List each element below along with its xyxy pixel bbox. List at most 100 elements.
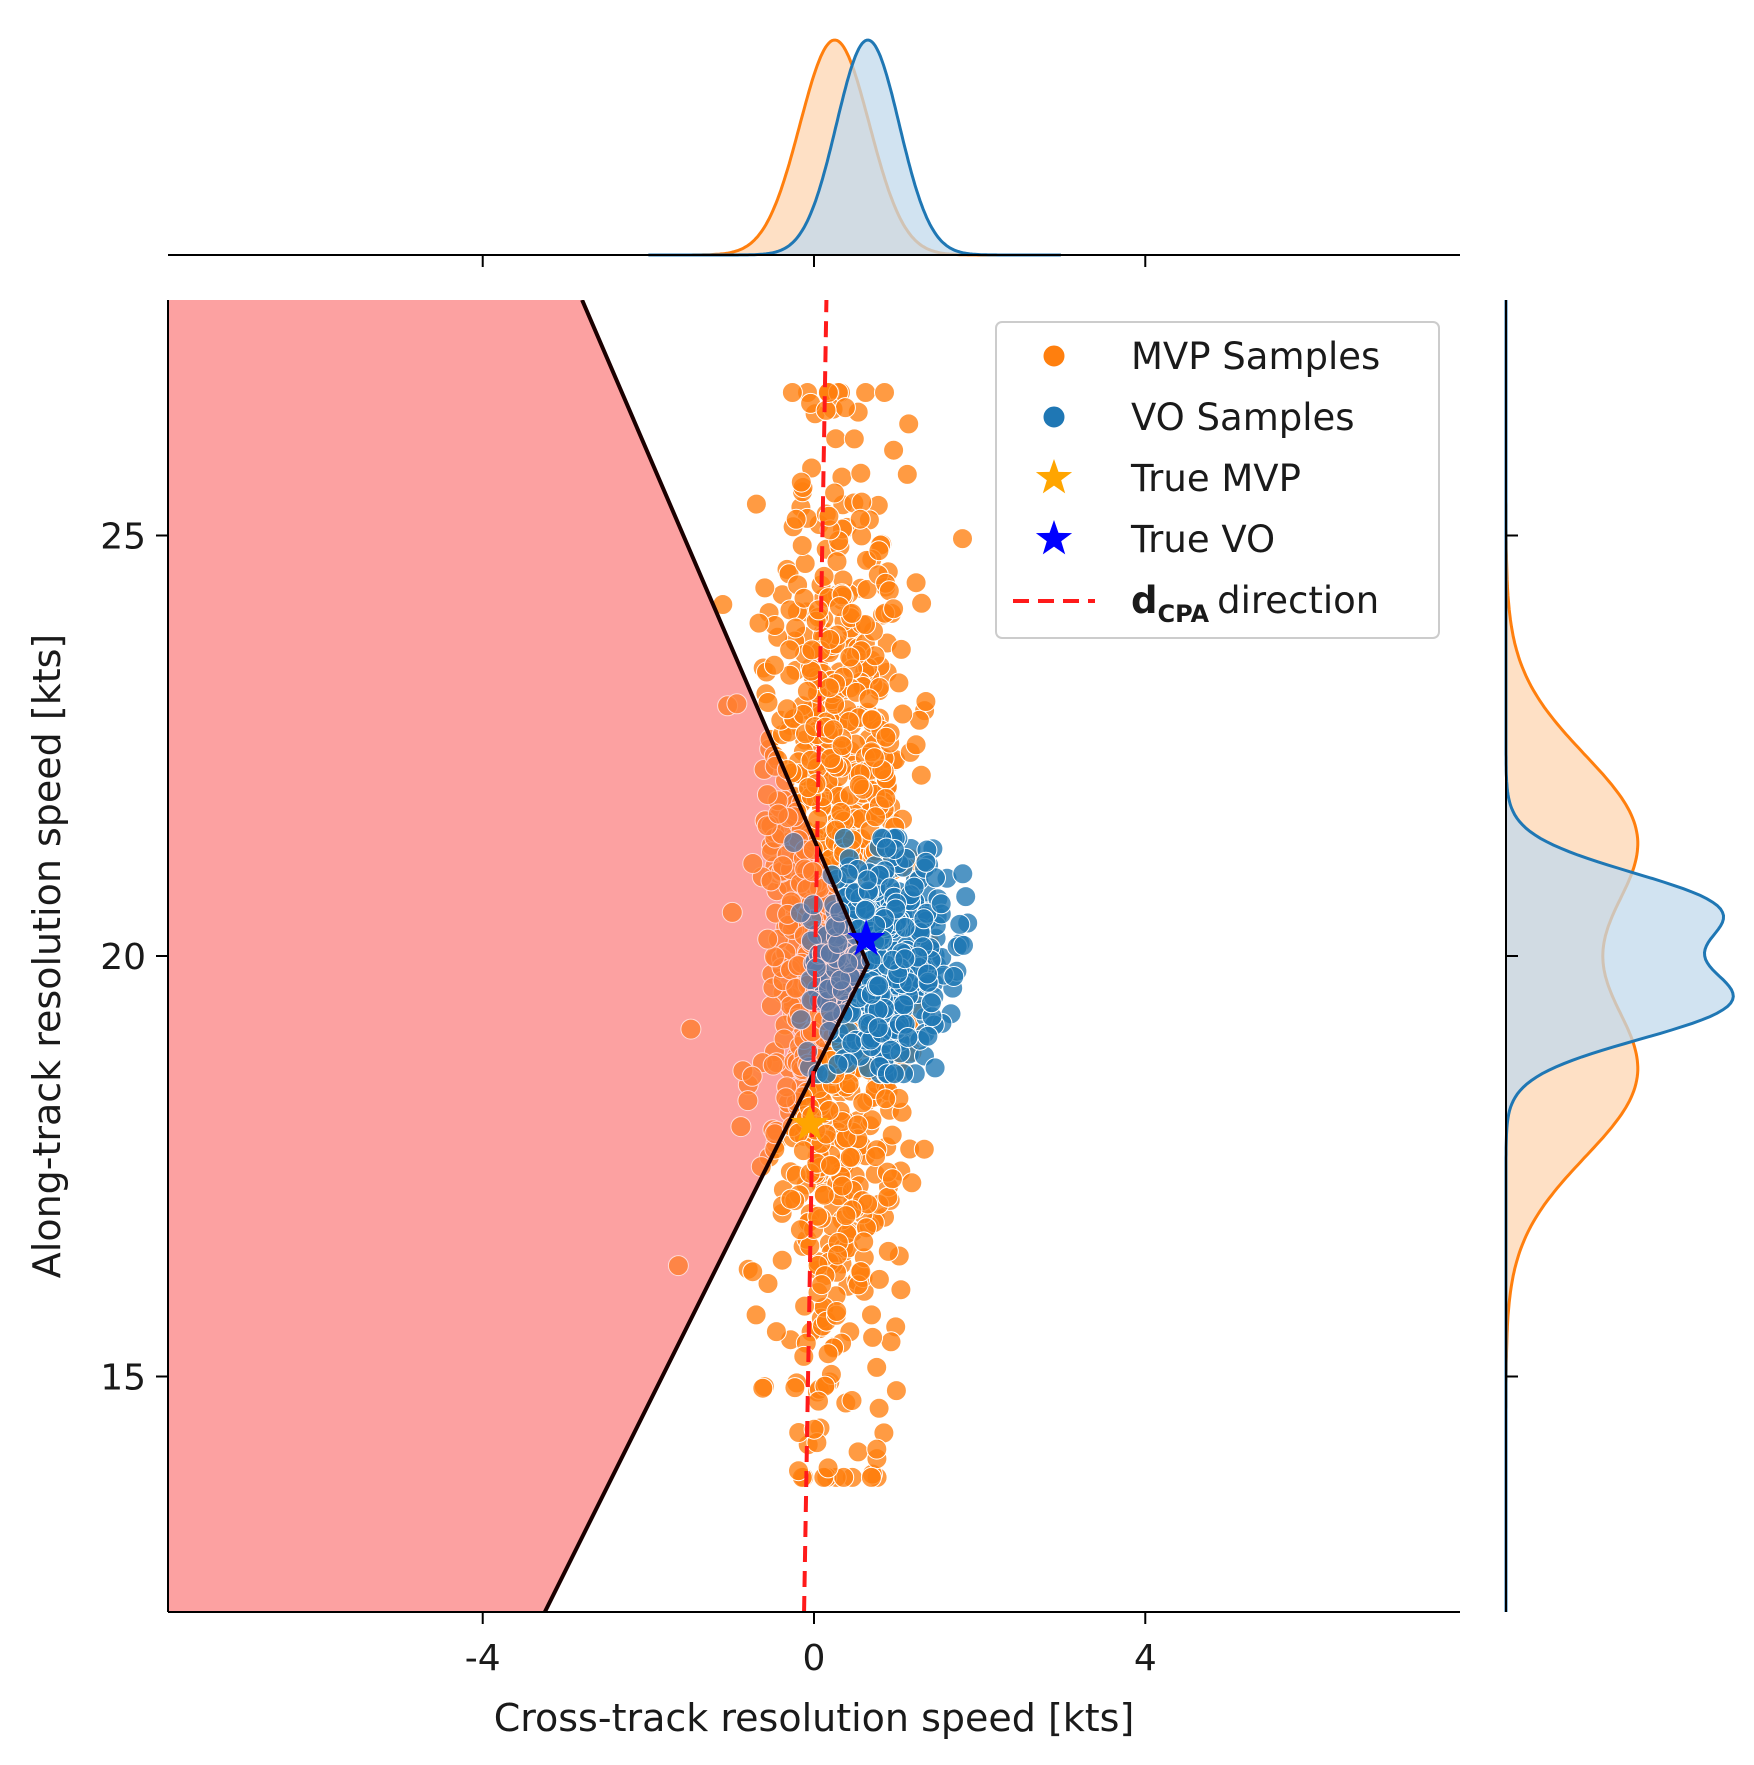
mvp-sample-point xyxy=(830,801,852,823)
mvp-sample-point xyxy=(831,735,853,757)
mvp-sample-point xyxy=(865,806,886,828)
mvp-sample-point xyxy=(813,1184,835,1206)
vo-sample-point xyxy=(897,1027,919,1048)
mvp-sample-point xyxy=(801,457,823,479)
main-scatter-panel: -4 0 4 15 20 25 xyxy=(100,300,1460,1679)
mvp-sample-point xyxy=(819,629,841,650)
vo-sample-point xyxy=(894,916,916,938)
vo-sample-point xyxy=(875,837,897,859)
legend-true-vo-marker xyxy=(1035,520,1073,555)
mvp-sample-point xyxy=(847,1441,869,1463)
mvp-sample-point xyxy=(883,598,905,620)
mvp-sample-point xyxy=(790,471,812,493)
mvp-sample-point xyxy=(779,664,801,686)
mvp-sample-point xyxy=(852,1092,874,1114)
mvp-sample-point xyxy=(757,692,779,713)
top-kde-vo-fill xyxy=(648,40,1061,255)
mvp-sample-point xyxy=(742,1261,764,1283)
vo-sample-point xyxy=(920,992,942,1014)
mvp-sample-point xyxy=(757,928,779,950)
mvp-sample-point xyxy=(817,1457,839,1479)
mvp-sample-point xyxy=(762,1054,784,1076)
mvp-sample-point xyxy=(726,693,748,715)
mvp-sample-point xyxy=(721,901,743,923)
y-axis-label: Along-track resolution speed [kts] xyxy=(25,634,69,1278)
mvp-sample-point xyxy=(831,1175,853,1197)
x-tick-label: 4 xyxy=(1134,1638,1157,1679)
vo-sample-point xyxy=(820,1001,841,1022)
true-vo-star xyxy=(847,919,886,956)
vo-sample-point xyxy=(883,1063,905,1085)
x-tick-label: -4 xyxy=(465,1638,501,1679)
conflict-region-overlay xyxy=(168,300,868,1612)
mvp-sample-point xyxy=(911,592,933,614)
legend-vo-samples-marker xyxy=(1042,405,1066,429)
mvp-sample-point xyxy=(850,462,872,484)
mvp-sample-point xyxy=(818,677,840,699)
mvp-sample-point xyxy=(824,482,846,504)
y-tick-label: 20 xyxy=(100,937,146,978)
right-marginal-kde xyxy=(1504,300,1735,1612)
mvp-sample-point xyxy=(797,777,819,799)
mvp-sample-point xyxy=(883,439,905,461)
mvp-sample-point xyxy=(910,764,932,786)
mvp-sample-point xyxy=(748,612,770,634)
vo-sample-point xyxy=(943,966,965,987)
mvp-sample-point xyxy=(822,719,844,741)
mvp-sample-point xyxy=(896,463,918,485)
mvp-sample-point xyxy=(785,508,807,530)
mvp-sample-point xyxy=(760,870,782,892)
mvp-sample-point xyxy=(874,382,895,403)
mvp-sample-point xyxy=(890,638,912,660)
legend-mvp-samples-marker xyxy=(1042,344,1066,368)
legend-vo-samples-label: VO Samples xyxy=(1131,396,1355,439)
mvp-sample-point xyxy=(905,572,927,594)
vo-sample-point xyxy=(868,975,890,997)
mvp-sample-point xyxy=(856,579,878,600)
mvp-sample-point xyxy=(742,853,764,874)
mvp-sample-point xyxy=(756,784,778,806)
mvp-sample-point xyxy=(849,508,871,530)
mvp-sample-point xyxy=(841,1390,863,1411)
mvp-sample-point xyxy=(855,614,876,636)
mvp-sample-point xyxy=(880,1331,902,1353)
mvp-sample-point xyxy=(791,535,813,556)
mvp-sample-point xyxy=(881,1168,903,1190)
mvp-sample-point xyxy=(866,1356,888,1378)
vo-sample-point xyxy=(894,948,916,970)
legend-frame xyxy=(995,321,1440,639)
mvp-sample-point xyxy=(888,672,910,694)
mvp-sample-point xyxy=(892,703,914,725)
mvp-sample-point xyxy=(763,654,785,676)
mvp-sample-point xyxy=(752,1377,774,1399)
vo-sample-point xyxy=(790,1009,812,1031)
mvp-sample-point xyxy=(866,1438,888,1460)
mvp-sample-point xyxy=(737,1090,759,1112)
mvp-sample-point xyxy=(835,1205,857,1227)
mvp-sample-point xyxy=(901,1172,923,1194)
mvp-sample-point xyxy=(784,1377,806,1399)
mvp-sample-point xyxy=(667,1255,689,1277)
mvp-sample-point xyxy=(839,646,861,668)
mvp-sample-point xyxy=(793,1345,815,1367)
mvp-sample-point xyxy=(841,602,863,624)
mvp-sample-point xyxy=(757,1273,779,1294)
mvp-sample-point xyxy=(861,709,883,731)
legend-true-vo-label: True VO xyxy=(1130,518,1275,561)
mvp-sample-point xyxy=(834,397,856,419)
mvp-sample-point xyxy=(853,1231,875,1253)
legend-dcpa-text: direction xyxy=(1217,579,1379,622)
vo-sample-point xyxy=(867,1017,889,1039)
mvp-sample-point xyxy=(868,540,890,562)
mvp-sample-point xyxy=(825,428,847,450)
mvp-sample-point xyxy=(820,1154,841,1176)
mvp-sample-point xyxy=(788,1460,809,1482)
legend-true-mvp-marker xyxy=(1035,459,1073,494)
mvp-sample-point xyxy=(767,803,789,825)
mvp-sample-point xyxy=(780,1188,802,1210)
mvp-sample-point xyxy=(789,1219,811,1241)
mvp-sample-point xyxy=(793,587,815,609)
mvp-sample-point xyxy=(847,1114,869,1136)
vo-sample-point xyxy=(913,908,935,930)
mvp-sample-point xyxy=(741,1065,763,1087)
